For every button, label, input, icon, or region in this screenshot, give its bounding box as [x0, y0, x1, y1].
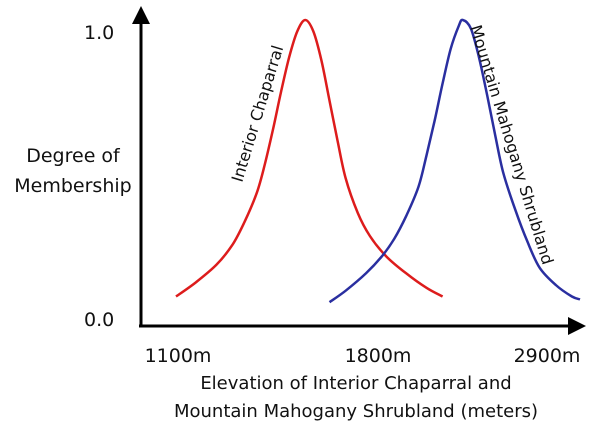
- y-tick-label-bottom: 0.0: [84, 309, 114, 331]
- x-tick-label-1800: 1800m: [345, 345, 412, 367]
- series-label-mountain-mahogany-shrubland: Mountain Mahogany Shrubland: [466, 23, 557, 267]
- series-label-interior-chaparral: Interior Chaparral: [228, 43, 288, 184]
- x-tick-label-1100: 1100m: [145, 345, 212, 367]
- x-tick-label-2900: 2900m: [514, 345, 581, 367]
- y-axis-label-line-2: Membership: [14, 175, 131, 197]
- y-tick-label-top: 1.0: [84, 22, 114, 44]
- series-line-interior-chaparral: [175, 18, 444, 298]
- series-line-mountain-mahogany-shrubland: [328, 18, 581, 304]
- y-axis-arrow-icon: [132, 6, 150, 24]
- x-axis-label-line-1: Elevation of Interior Chaparral and: [200, 373, 511, 394]
- x-axis-arrow-icon: [568, 317, 586, 335]
- x-axis-label-line-2: Mountain Mahogany Shrubland (meters): [174, 401, 538, 422]
- y-axis-label-line-1: Degree of: [26, 145, 121, 167]
